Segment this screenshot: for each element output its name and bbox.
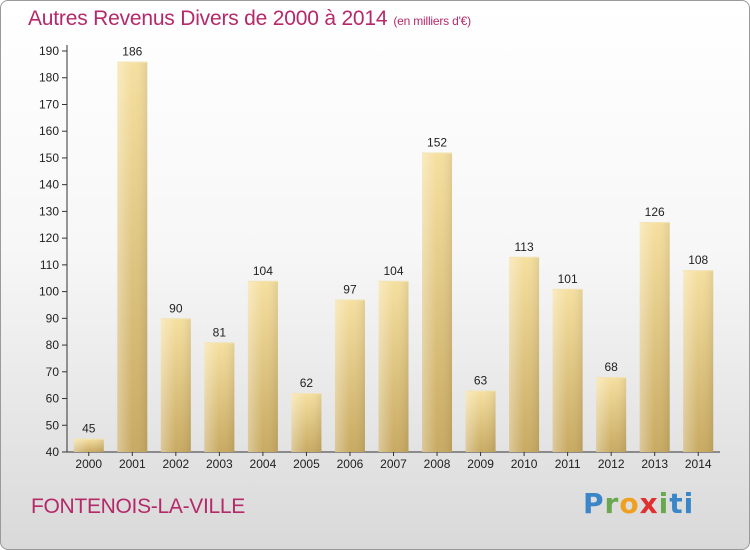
y-tick-label: 180 — [39, 71, 59, 85]
bar-shine — [509, 256, 540, 452]
bar-shine — [334, 299, 365, 452]
y-tick-label: 70 — [46, 365, 60, 379]
chart-title: Autres Revenus Divers de 2000 à 2014 (en … — [28, 7, 471, 31]
bar-shine — [117, 61, 148, 453]
y-tick-label: 140 — [39, 178, 59, 192]
data-label: 81 — [213, 325, 227, 339]
data-label: 45 — [82, 422, 96, 436]
bar-shine — [378, 280, 409, 452]
y-tick-label: 110 — [40, 258, 59, 272]
bar-shine — [596, 377, 627, 452]
data-label: 90 — [169, 301, 183, 315]
data-label: 63 — [474, 374, 488, 388]
bar-shine — [422, 152, 453, 452]
data-label: 108 — [688, 253, 708, 267]
x-tick-label: 2000 — [75, 457, 102, 471]
x-tick-label: 2008 — [424, 457, 451, 471]
y-tick-label: 190 — [39, 44, 59, 58]
x-tick-label: 2009 — [467, 457, 494, 471]
chart-unit: (en milliers d'€) — [393, 14, 471, 28]
x-tick-label: 2013 — [641, 457, 668, 471]
x-tick-label: 2001 — [119, 457, 146, 471]
bar-shine — [160, 318, 191, 452]
place-name: FONTENOIS-LA-VILLE — [31, 495, 245, 518]
x-tick-label: 2014 — [685, 457, 712, 471]
x-tick-label: 2012 — [598, 457, 625, 471]
y-tick-label: 80 — [46, 338, 60, 352]
y-tick-label: 150 — [39, 151, 59, 165]
data-label: 186 — [122, 45, 142, 59]
y-tick-label: 90 — [46, 311, 60, 325]
proxiti-logo: Proxiti — [583, 487, 695, 520]
x-tick-label: 2010 — [511, 457, 538, 471]
data-label: 68 — [604, 360, 618, 374]
x-tick-label: 2011 — [555, 457, 581, 471]
bar-shine — [552, 288, 583, 452]
x-tick-label: 2003 — [206, 457, 233, 471]
bar-shine — [465, 390, 496, 452]
x-tick-label: 2006 — [337, 457, 364, 471]
y-tick-label: 50 — [46, 418, 60, 432]
data-label: 152 — [427, 136, 447, 150]
data-label: 104 — [383, 264, 403, 278]
y-tick-label: 60 — [46, 392, 60, 406]
data-label: 101 — [558, 272, 578, 286]
data-label: 97 — [343, 283, 357, 297]
bar-shine — [291, 393, 322, 452]
x-tick-label: 2007 — [380, 457, 407, 471]
y-tick-label: 120 — [39, 231, 59, 245]
bar-shine — [204, 342, 235, 452]
data-label: 104 — [253, 264, 273, 278]
bar-shine — [247, 280, 278, 452]
y-tick-label: 160 — [39, 124, 59, 138]
data-label: 126 — [645, 205, 665, 219]
y-tick-label: 170 — [39, 97, 59, 111]
x-tick-label: 2004 — [250, 457, 277, 471]
data-label: 62 — [300, 376, 314, 390]
y-tick-label: 130 — [39, 204, 59, 218]
x-tick-label: 2005 — [293, 457, 320, 471]
y-tick-label: 100 — [39, 285, 59, 299]
bar-shine — [639, 222, 670, 452]
data-label: 113 — [515, 240, 534, 254]
bar-shine — [73, 438, 104, 452]
y-tick-label: 40 — [46, 445, 60, 459]
x-tick-label: 2002 — [162, 457, 189, 471]
chart-title-text: Autres Revenus Divers de 2000 à 2014 — [28, 7, 388, 30]
bar-shine — [683, 270, 714, 452]
